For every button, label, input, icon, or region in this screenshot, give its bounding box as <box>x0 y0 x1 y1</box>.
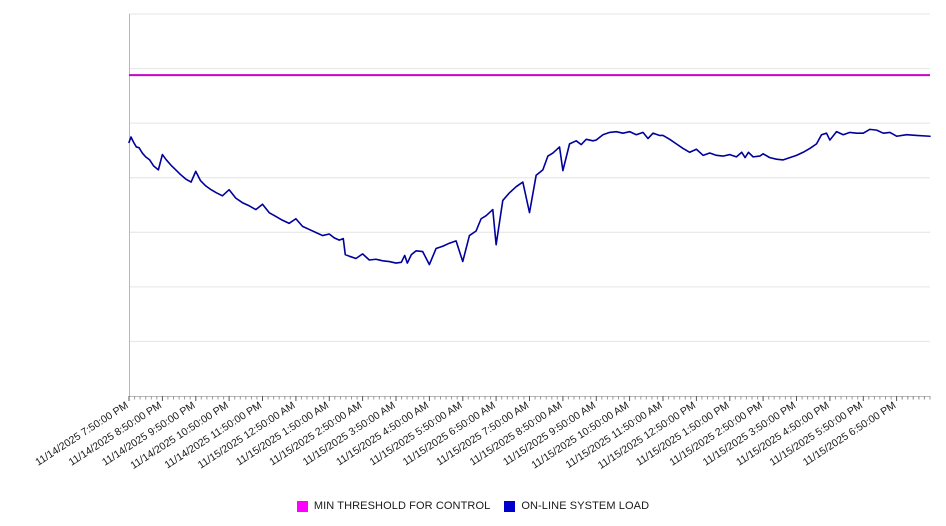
online-system-load-line <box>128 128 931 266</box>
legend-item-min-threshold[interactable]: MIN THRESHOLD FOR CONTROL <box>296 500 491 512</box>
legend-label-min-threshold: MIN THRESHOLD FOR CONTROL <box>313 500 491 512</box>
legend-swatch-min-threshold <box>296 500 308 512</box>
chart-legend: MIN THRESHOLD FOR CONTROL ON-LINE SYSTEM… <box>0 494 946 518</box>
legend-item-online-system-load[interactable]: ON-LINE SYSTEM LOAD <box>504 500 649 512</box>
legend-swatch-online-system-load <box>504 500 516 512</box>
x-axis-minor-ticks <box>134 396 931 400</box>
horizontal-gridlines <box>129 13 930 342</box>
x-axis-major-ticks <box>128 396 898 401</box>
legend-label-online-system-load: ON-LINE SYSTEM LOAD <box>521 500 650 512</box>
